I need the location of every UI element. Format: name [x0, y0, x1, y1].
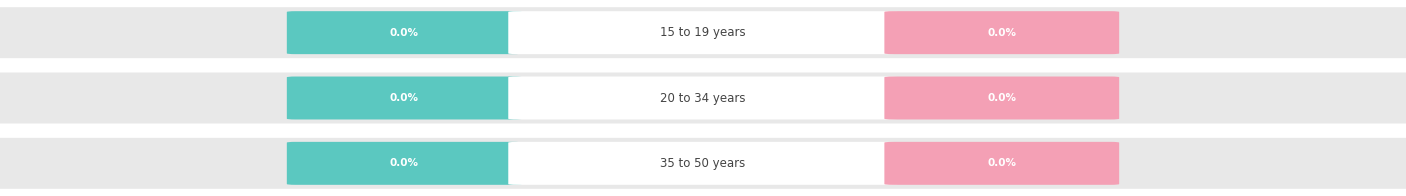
Text: 20 to 34 years: 20 to 34 years — [661, 92, 745, 104]
FancyBboxPatch shape — [0, 73, 1406, 123]
FancyBboxPatch shape — [884, 11, 1119, 54]
Text: 0.0%: 0.0% — [987, 28, 1017, 38]
FancyBboxPatch shape — [287, 11, 522, 54]
FancyBboxPatch shape — [509, 142, 898, 185]
Text: 0.0%: 0.0% — [389, 93, 419, 103]
FancyBboxPatch shape — [509, 11, 898, 54]
Text: 35 to 50 years: 35 to 50 years — [661, 157, 745, 170]
FancyBboxPatch shape — [287, 142, 522, 185]
FancyBboxPatch shape — [884, 142, 1119, 185]
FancyBboxPatch shape — [509, 76, 898, 120]
FancyBboxPatch shape — [0, 7, 1406, 58]
Text: 0.0%: 0.0% — [987, 158, 1017, 168]
FancyBboxPatch shape — [884, 76, 1119, 120]
FancyBboxPatch shape — [287, 76, 522, 120]
Text: 0.0%: 0.0% — [987, 93, 1017, 103]
FancyBboxPatch shape — [0, 138, 1406, 189]
Text: 0.0%: 0.0% — [389, 158, 419, 168]
Text: 15 to 19 years: 15 to 19 years — [661, 26, 745, 39]
Text: 0.0%: 0.0% — [389, 28, 419, 38]
